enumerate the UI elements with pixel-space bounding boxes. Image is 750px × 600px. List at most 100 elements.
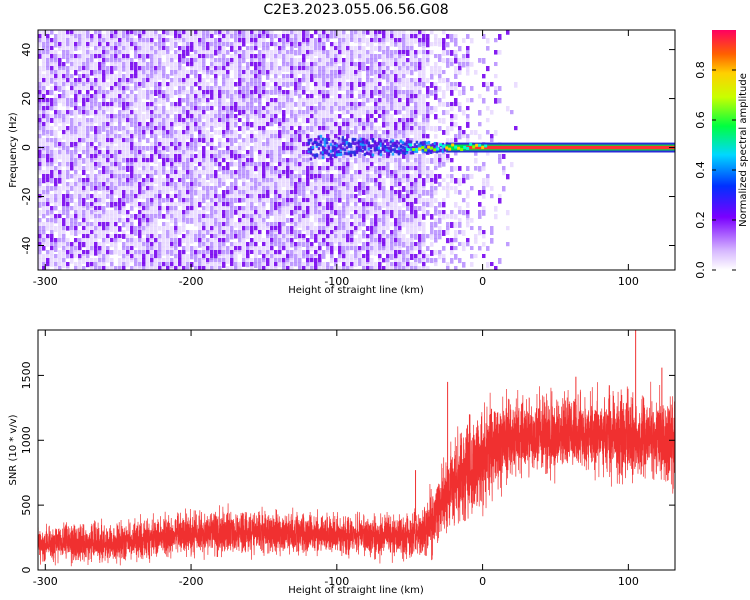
spectrogram-cell xyxy=(38,74,42,80)
spectrogram-cell xyxy=(118,42,122,48)
spectrogram-cell xyxy=(334,186,338,192)
spectrogram-cell xyxy=(254,66,258,71)
spectrogram-cell xyxy=(310,206,314,211)
spectrogram-cell xyxy=(158,246,162,252)
spectrogram-cell xyxy=(390,130,394,136)
spectrogram-cell xyxy=(322,118,326,124)
spectrogram-cell xyxy=(114,190,118,196)
spectrogram-cell xyxy=(66,70,70,76)
spectrogram-cell xyxy=(82,78,86,83)
spectrogram-cell xyxy=(274,74,278,79)
spectrogram-cell xyxy=(330,66,334,72)
spectrogram-cell xyxy=(314,254,318,259)
spectrogram-cell xyxy=(306,34,310,40)
spectrogram-cell xyxy=(114,242,118,248)
spectrogram-cell xyxy=(170,198,174,203)
spectrogram-cell xyxy=(398,78,402,84)
spectrogram-cell xyxy=(186,110,190,116)
spectrogram-cell xyxy=(406,262,410,268)
spectrogram-cell xyxy=(394,218,398,224)
spectrogram-cell xyxy=(246,202,250,208)
spectrogram-cell xyxy=(370,38,374,43)
spectrogram-cell xyxy=(118,174,122,180)
spectrogram-cell xyxy=(158,110,162,116)
spectrogram-cell xyxy=(374,246,378,252)
spectrogram-cell xyxy=(226,246,230,251)
spectrogram-cell xyxy=(366,250,370,256)
spectrogram-cell xyxy=(50,170,54,175)
spectrogram-cell xyxy=(350,246,354,251)
spectrogram-cell xyxy=(298,130,302,135)
spectrogram-cell xyxy=(302,90,306,95)
spectrogram-cell xyxy=(162,162,166,167)
spectrogram-cell xyxy=(222,74,226,80)
spectrogram-cell xyxy=(194,238,198,243)
spectrogram-cell xyxy=(370,78,374,84)
spectrogram-cell xyxy=(158,50,162,56)
spectrogram-cell xyxy=(126,46,130,51)
spectrogram-cell xyxy=(150,190,154,196)
spectrogram-cell xyxy=(186,58,190,64)
spectrogram-cell xyxy=(286,142,290,147)
spectrogram-cell xyxy=(150,102,154,108)
spectrogram-cell xyxy=(402,94,406,100)
spectrogram-cell xyxy=(94,226,98,232)
spectrogram-cell xyxy=(110,226,114,232)
spectrogram-cell xyxy=(318,170,322,175)
spectrogram-cell xyxy=(50,166,54,171)
spectrogram-cell xyxy=(50,118,54,123)
spectrogram-cell xyxy=(222,150,226,156)
spectrogram-cell xyxy=(118,30,122,36)
spectrogram-cell xyxy=(158,126,162,131)
spectrogram-cell xyxy=(294,230,298,235)
spectrogram-cell xyxy=(390,102,394,107)
spectrogram-cell xyxy=(386,194,390,199)
spectrogram-cell xyxy=(54,82,58,88)
spectrogram-cell xyxy=(170,162,174,168)
spectrogram-cell xyxy=(74,110,78,116)
spectrogram-cell xyxy=(346,122,350,127)
spectrogram-cell xyxy=(298,218,302,224)
spectrogram-cell xyxy=(38,182,42,188)
spectrogram-cell xyxy=(326,186,330,192)
spectrogram-cell xyxy=(278,90,282,96)
spectrogram-cell xyxy=(210,198,214,204)
spectrogram-cell xyxy=(138,266,142,270)
spectrogram-cell xyxy=(390,50,394,56)
spectrogram-cell xyxy=(134,230,138,236)
spectrogram-cell xyxy=(58,94,62,100)
spectrogram-cell xyxy=(246,90,250,96)
spectrogram-cell xyxy=(94,194,98,200)
spectrogram-cell xyxy=(234,174,238,179)
spectrogram-cell xyxy=(42,162,46,167)
spectrogram-cell xyxy=(130,42,134,47)
spectrogram-cell xyxy=(274,138,278,144)
spectrogram-cell xyxy=(58,174,62,180)
spectrogram-cell xyxy=(198,122,202,127)
spectrogram-cell xyxy=(414,106,418,111)
spectrogram-cell xyxy=(246,110,250,115)
spectrogram-cell xyxy=(398,214,402,219)
spectrogram-cell xyxy=(254,214,258,219)
spectrogram-cell xyxy=(122,186,126,192)
spectrogram-cell xyxy=(338,34,342,39)
spectrogram-cell xyxy=(158,54,162,59)
spectrogram-cell xyxy=(94,146,98,151)
spectrogram-cell xyxy=(110,30,114,36)
spectrogram-cell xyxy=(390,266,394,270)
spectrogram-cell xyxy=(406,174,410,179)
spectrogram-cell xyxy=(122,262,126,268)
spectrogram-cell xyxy=(166,154,170,160)
spectrogram-cell xyxy=(38,50,42,55)
spectrogram-cell xyxy=(318,266,322,270)
spectrogram-cell xyxy=(90,174,94,179)
spectrogram-cell xyxy=(82,206,86,212)
spectrogram-cell xyxy=(62,46,66,52)
spectrogram-cell xyxy=(162,190,166,195)
spectrogram-cell xyxy=(394,82,398,87)
spectrogram-cell xyxy=(250,154,254,159)
spectrogram-cell xyxy=(238,134,242,140)
spectrogram-cell xyxy=(318,230,322,236)
spectrogram-cell xyxy=(146,202,150,208)
spectrogram-cell xyxy=(178,190,182,196)
